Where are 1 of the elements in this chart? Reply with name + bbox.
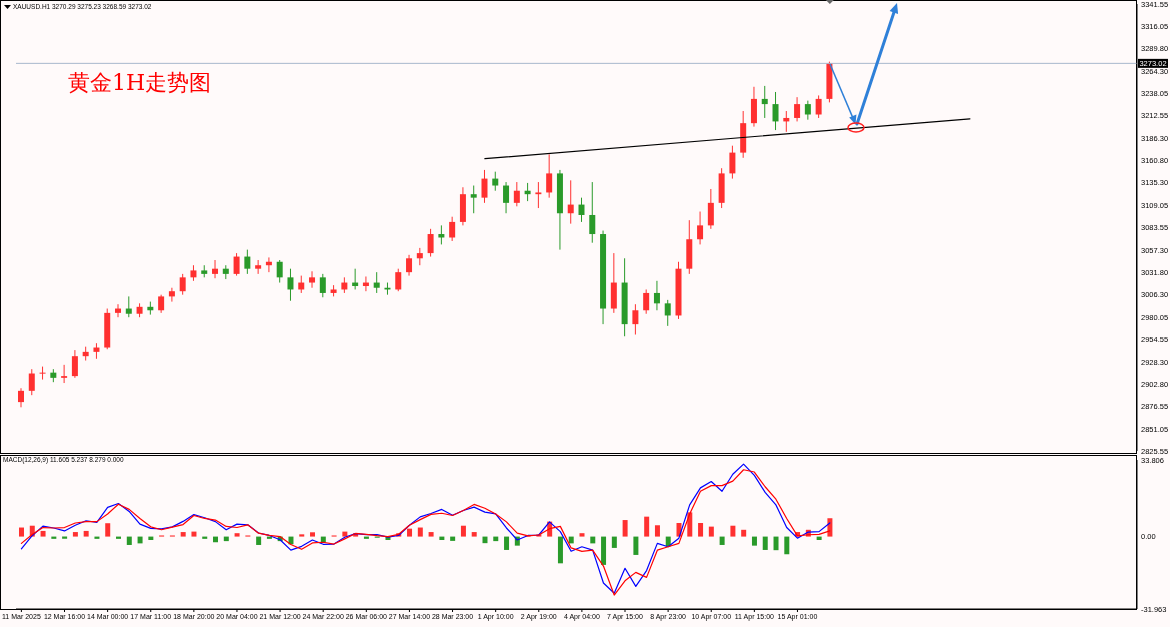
annotation: 黄金1H走势图 [68, 70, 212, 96]
